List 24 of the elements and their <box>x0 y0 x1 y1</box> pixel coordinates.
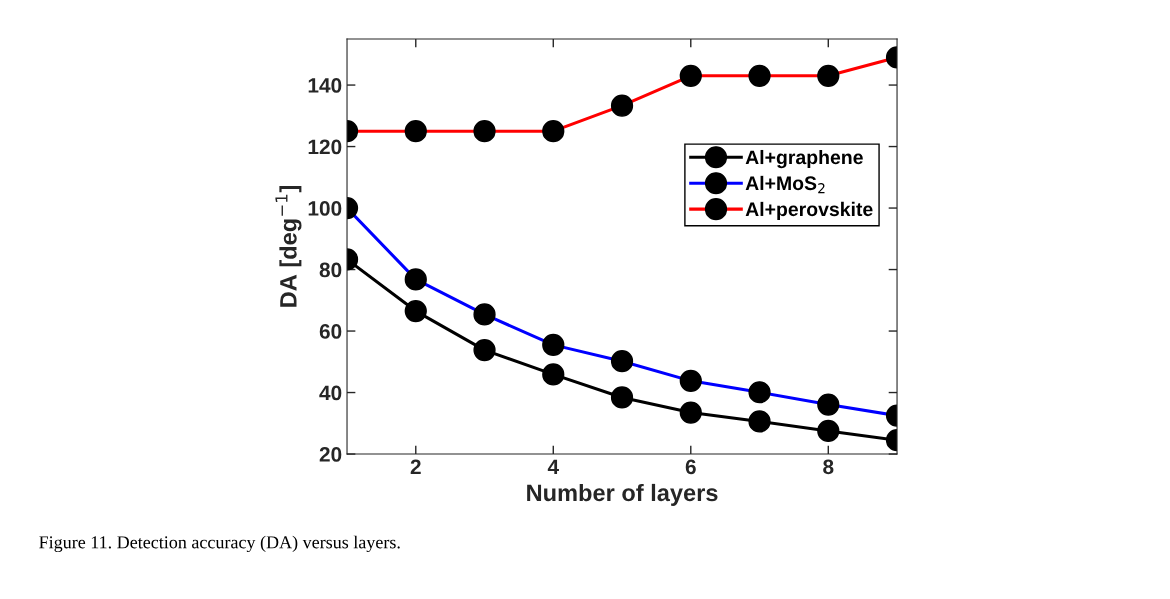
legend-label: Al+MoS$_{2}$ <box>745 175 825 194</box>
point <box>473 338 496 362</box>
point <box>817 419 840 443</box>
y-tick-label: 100 <box>308 201 342 216</box>
y-axis-title: DA [deg$^{−1}$] <box>275 186 302 307</box>
x-tick-label: 2 <box>410 459 421 474</box>
y-tick-label: 140 <box>308 78 342 93</box>
point <box>404 299 427 323</box>
y-tick-label: 80 <box>319 262 342 278</box>
x-tick-label: 4 <box>547 459 559 474</box>
point <box>610 386 634 409</box>
y-tick-label: 120 <box>308 139 342 155</box>
point <box>679 401 702 424</box>
y-tick-label: 20 <box>319 447 342 462</box>
legend-label: Al+graphene <box>745 149 863 169</box>
y-tick-label: 60 <box>319 324 342 339</box>
y-tick-label: 40 <box>319 385 342 401</box>
x-axis-title: Number of layers <box>527 483 718 506</box>
x-tick-label: 6 <box>685 459 696 475</box>
x-tick-label: 8 <box>823 459 834 475</box>
legend-label: Al+perovskite <box>745 201 873 220</box>
caption: Figure 11. Detection accuracy (DA) versus layers. <box>39 535 400 553</box>
point <box>748 410 771 433</box>
point <box>542 363 565 386</box>
